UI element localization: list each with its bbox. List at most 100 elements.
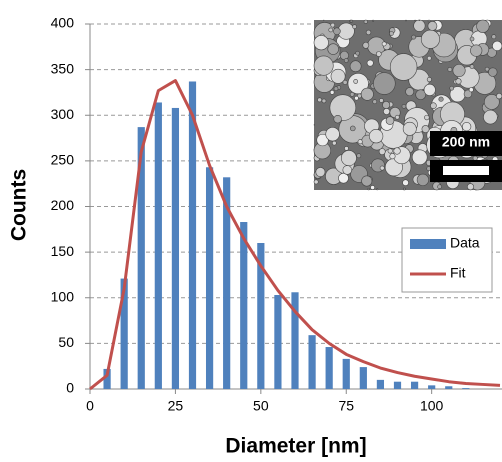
particle: [447, 67, 453, 72]
particle: [321, 98, 327, 104]
particle: [355, 50, 360, 56]
particle: [449, 85, 455, 91]
particle: [389, 53, 418, 81]
particle: [379, 98, 384, 103]
particle: [330, 68, 346, 84]
particle: [357, 139, 363, 145]
legend-label: Data: [450, 235, 480, 251]
particle: [338, 172, 349, 184]
particle: [411, 149, 428, 166]
bar: [462, 388, 470, 389]
particle: [389, 31, 394, 36]
particle: [491, 34, 497, 40]
bar: [445, 386, 453, 389]
particle: [353, 79, 358, 84]
particle: [402, 179, 409, 187]
particle: [356, 153, 362, 159]
particle: [411, 34, 416, 40]
particle: [330, 22, 336, 28]
particle: [423, 83, 436, 96]
particle: [472, 155, 478, 161]
particle: [427, 19, 431, 23]
bar: [223, 177, 231, 389]
particle: [313, 55, 334, 76]
particle: [360, 87, 374, 101]
particle: [462, 122, 472, 132]
particle: [344, 146, 349, 151]
bar: [120, 278, 128, 389]
bar: [205, 167, 214, 389]
bar: [274, 295, 282, 389]
particle: [438, 96, 444, 102]
scale-bar-label: 200 nm: [442, 134, 490, 150]
particle: [402, 121, 417, 136]
particle: [340, 150, 357, 166]
bar: [359, 367, 367, 389]
legend-box: [401, 227, 493, 293]
particle: [361, 175, 373, 187]
particle: [403, 187, 406, 191]
bar: [342, 358, 350, 389]
particle: [370, 185, 375, 190]
bar: [103, 368, 111, 389]
bar: [240, 222, 248, 389]
y-tick-label: 350: [51, 60, 75, 76]
bar: [376, 379, 385, 389]
particle: [369, 129, 384, 144]
particle: [329, 90, 335, 95]
particle: [372, 99, 378, 105]
particle: [325, 126, 340, 142]
particle: [350, 125, 356, 132]
bar: [410, 381, 419, 389]
particle: [333, 27, 341, 36]
particle: [426, 55, 432, 61]
particle: [373, 72, 396, 95]
particle: [421, 125, 430, 133]
particle: [385, 116, 395, 125]
x-tick-label: 100: [420, 398, 444, 414]
particle: [372, 19, 375, 22]
bar: [308, 335, 316, 389]
particle: [342, 79, 348, 85]
particle: [317, 97, 322, 103]
bar: [154, 102, 162, 389]
particle: [405, 87, 415, 97]
particle: [350, 19, 354, 23]
y-tick-label: 50: [58, 334, 74, 350]
scale-bar: [443, 166, 489, 175]
y-axis-title: Counts: [8, 169, 31, 241]
particle: [483, 94, 500, 110]
particle: [416, 173, 429, 186]
particle: [476, 19, 490, 33]
particle: [343, 58, 349, 63]
bar: [393, 381, 402, 389]
x-tick-label: 50: [253, 398, 269, 414]
particle: [366, 59, 374, 67]
particle: [430, 102, 437, 109]
particle: [413, 19, 426, 32]
particle: [484, 66, 490, 72]
particle: [492, 40, 502, 52]
particle: [342, 165, 353, 175]
particle: [316, 133, 329, 147]
particle: [332, 140, 337, 146]
particle: [327, 43, 339, 55]
x-tick-label: 75: [338, 398, 354, 414]
particle: [383, 108, 391, 115]
particle: [349, 60, 362, 73]
particle: [424, 114, 430, 121]
particle: [365, 29, 372, 36]
particle: [455, 78, 462, 85]
particle: [367, 187, 370, 191]
particle: [329, 94, 357, 121]
particle: [470, 44, 483, 57]
particle: [418, 19, 420, 22]
x-tick-label: 0: [86, 398, 94, 414]
particle: [469, 64, 475, 69]
particle: [363, 19, 368, 24]
particle: [333, 86, 339, 92]
x-axis-title: Diameter [nm]: [225, 435, 366, 458]
particle: [333, 114, 342, 124]
x-tick-label: 25: [168, 398, 184, 414]
particle: [313, 179, 319, 185]
